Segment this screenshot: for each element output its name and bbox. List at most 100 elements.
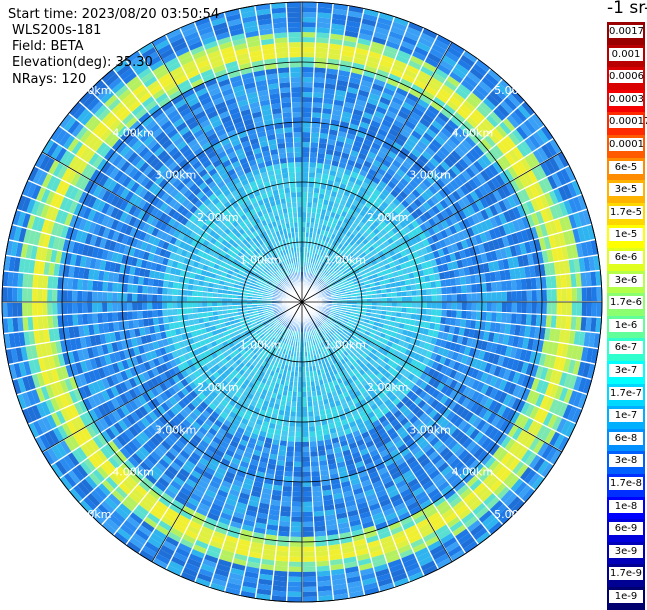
scan-gate-cell <box>57 303 62 315</box>
scan-gate-cell <box>192 302 197 307</box>
scan-gate-cell <box>313 501 323 507</box>
scan-gate-cell <box>297 397 302 402</box>
scan-gate-cell <box>303 577 317 582</box>
scan-gate-cell <box>142 294 147 302</box>
scan-gate-cell <box>397 307 402 312</box>
scan-gate-cell <box>167 302 172 309</box>
scan-gate-cell <box>286 451 294 457</box>
scan-gate-cell <box>148 278 154 286</box>
scan-gate-cell <box>212 293 217 298</box>
scan-gate-cell <box>277 460 286 466</box>
scan-gate-cell <box>77 291 82 302</box>
scan-gate-cell <box>72 314 78 326</box>
scan-gate-cell <box>287 446 295 452</box>
scan-gate-cell <box>107 313 113 323</box>
scan-gate-cell <box>318 450 326 456</box>
scan-gate-cell <box>557 302 562 315</box>
scan-gate-cell <box>471 311 477 320</box>
scan-gate-cell <box>302 407 307 412</box>
scan-gate-cell <box>282 496 292 502</box>
scan-gate-cell <box>303 537 315 542</box>
scan-gate-cell <box>392 302 397 307</box>
scan-gate-cell <box>303 547 315 552</box>
scan-gate-cell <box>87 291 92 302</box>
scan-gate-cell <box>567 302 572 315</box>
scan-gate-cell <box>137 285 143 293</box>
scan-gate-cell <box>472 302 477 311</box>
scan-gate-cell <box>302 392 307 397</box>
scan-gate-cell <box>461 310 467 318</box>
scan-gate-cell <box>12 288 17 302</box>
scan-gate-cell <box>522 302 527 313</box>
scan-gate-cell <box>172 309 177 316</box>
scan-gate-cell <box>303 517 314 522</box>
scan-gate-cell <box>311 461 319 467</box>
scan-gate-cell <box>302 427 308 432</box>
scan-gate-cell <box>406 307 411 313</box>
scan-gate-cell <box>122 303 127 312</box>
scan-gate-cell <box>67 315 73 327</box>
scan-gate-cell <box>491 312 497 322</box>
scan-gate-cell <box>87 314 93 325</box>
scan-gate-cell <box>426 309 431 316</box>
scan-gate-cell <box>142 302 147 310</box>
scan-gate-cell <box>77 314 83 325</box>
scan-gate-cell <box>313 496 323 502</box>
scan-gate-cell <box>302 432 309 437</box>
scan-gate-cell <box>281 506 292 512</box>
scan-gate-cell <box>303 587 317 592</box>
scan-gate-cell <box>297 407 302 412</box>
scan-gate-cell <box>289 562 302 567</box>
scan-gate-cell <box>303 472 312 477</box>
scan-gate-cell <box>294 462 302 467</box>
scan-gate-cell <box>148 318 154 326</box>
scan-gate-cell <box>197 291 202 296</box>
scan-gate-cell <box>435 316 441 323</box>
scan-gate-cell <box>456 310 462 318</box>
scan-gate-cell <box>302 437 309 442</box>
scan-gate-cell <box>317 435 324 441</box>
scan-gate-cell <box>147 294 152 302</box>
scan-gate-cell <box>411 308 416 314</box>
scan-gate-cell <box>281 435 288 441</box>
scan-gate-cell <box>132 311 138 320</box>
scan-gate-cell <box>67 290 72 302</box>
scan-gate-cell <box>446 310 452 318</box>
scan-gate-cell <box>314 521 325 527</box>
scan-gate-cell <box>147 310 153 318</box>
scan-gate-cell <box>284 471 293 477</box>
scan-gate-cell <box>556 315 562 328</box>
scan-gate-cell <box>280 511 291 517</box>
scan-gate-cell <box>290 416 296 421</box>
scan-gate-cell <box>102 313 108 323</box>
scan-gate-cell <box>42 316 48 329</box>
scan-gate-cell <box>237 299 242 302</box>
scan-gate-cell <box>278 531 290 537</box>
scan-gate-cell <box>422 302 427 308</box>
scan-gate-cell <box>163 317 169 324</box>
scan-gate-cell <box>303 512 314 517</box>
scan-gate-cell <box>561 316 567 329</box>
scan-gate-cell <box>516 313 522 324</box>
scan-gate-cell <box>302 417 308 422</box>
scan-gate-cell <box>67 303 72 315</box>
scan-gate-cell <box>177 302 182 308</box>
scan-gate-cell <box>303 597 318 602</box>
scan-gate-cell <box>157 287 163 294</box>
scan-gate-cell <box>566 316 572 330</box>
scan-gate-cell <box>309 431 316 437</box>
scan-gate-cell <box>279 445 287 451</box>
scan-gate-cell <box>303 592 318 597</box>
scan-gate-cell <box>7 303 12 318</box>
scan-gate-cell <box>576 316 582 330</box>
scan-gate-cell <box>207 302 212 307</box>
scan-gate-cell <box>288 587 302 592</box>
scan-gate-cell <box>298 377 302 382</box>
scan-gate-cell <box>311 456 319 462</box>
scan-gate-cell <box>197 297 202 302</box>
scan-gate-cell <box>102 282 108 292</box>
scan-gate-cell <box>447 302 452 309</box>
scan-gate-cell <box>172 289 177 296</box>
scan-gate-cell <box>492 302 497 312</box>
scan-gate-cell <box>502 302 507 312</box>
